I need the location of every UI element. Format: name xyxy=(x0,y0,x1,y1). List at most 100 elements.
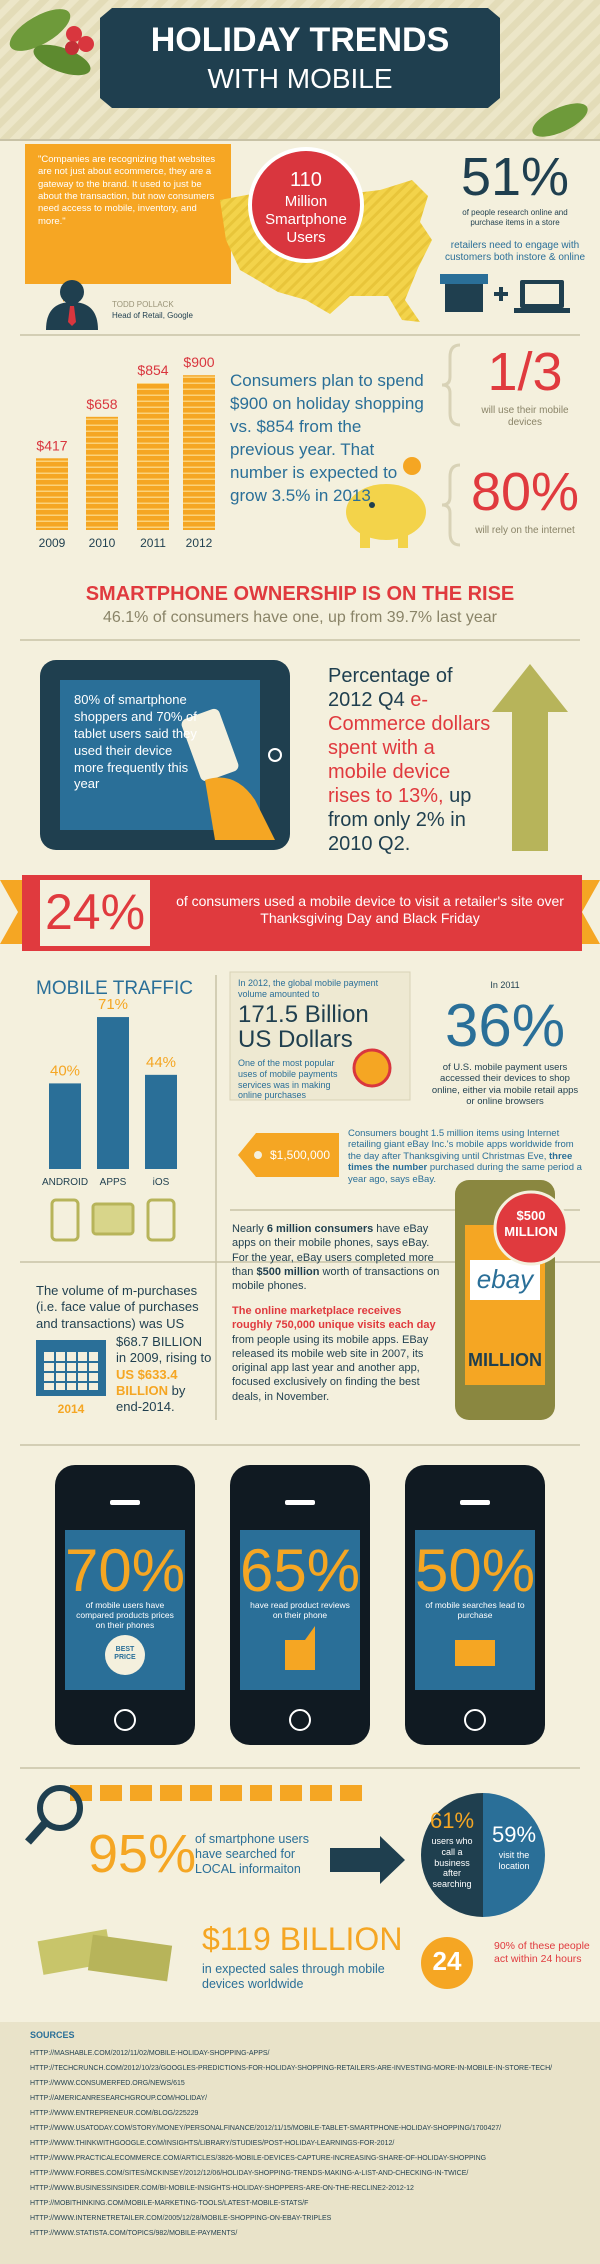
hand-phone-icon xyxy=(181,708,275,840)
ebay-logo: ebay xyxy=(476,1264,534,1294)
phone-stat: 50% xyxy=(414,1537,536,1604)
tag-text: Consumers bought 1.5 million items using… xyxy=(348,1128,583,1185)
banner-box xyxy=(40,880,150,946)
hours-text: 90% of these people act within 24 hours xyxy=(494,1940,590,1965)
money-stack-icon xyxy=(37,1929,173,1982)
ebay-phone-label: MILLION xyxy=(468,1350,542,1370)
circle-number: 110 xyxy=(290,169,322,191)
usage-stat: 36% xyxy=(444,992,566,1059)
call-stat: 61% xyxy=(429,1808,475,1833)
coin-label: $417 xyxy=(36,437,67,453)
coin-year: 2011 xyxy=(140,536,166,550)
device-icons xyxy=(50,1198,176,1242)
text-highlight: US $633.4 BILLION xyxy=(116,1366,178,1398)
text: have eBay apps on their mobile phones, s… xyxy=(232,1223,434,1278)
tag-amount: $1,500,000 xyxy=(269,1148,331,1162)
ebay-badge xyxy=(493,1190,569,1266)
sources-list: HTTP://MASHABLE.COM/2012/11/02/MOBILE-HO… xyxy=(30,2046,590,2241)
ecommerce-text: Percentage of 2012 Q4 e-Commerce dollars… xyxy=(328,664,496,856)
source-link: HTTP://WWW.USATODAY.COM/STORY/MONEY/PERS… xyxy=(30,2125,502,2132)
coin-stack xyxy=(183,375,215,530)
piggy-bank xyxy=(346,457,426,548)
arrow xyxy=(330,1836,405,1884)
subtitle: WITH MOBILE xyxy=(207,63,393,94)
traffic-name: ANDROID xyxy=(42,1177,88,1188)
traffic-bar xyxy=(97,1017,129,1169)
person-role: Head of Retail, Google xyxy=(112,311,193,320)
coin-stack xyxy=(36,458,68,530)
source-link: HTTP://WWW.PRACTICALECOMMERCE.COM/ARTICL… xyxy=(30,2155,487,2162)
source-link: HTTP://WWW.STATISTA.COM/TOPICS/982/MOBIL… xyxy=(30,2230,238,2237)
hours-circle xyxy=(417,1933,477,1993)
magnifier xyxy=(25,1785,83,1845)
store-laptop-icons xyxy=(440,274,570,313)
coin-year: 2012 xyxy=(186,536,213,550)
ebay-text-1: Nearly 6 million consumers have eBay app… xyxy=(232,1222,442,1293)
local-text: of smartphone users have searched for LO… xyxy=(195,1832,309,1876)
third: 1/3 xyxy=(487,342,563,402)
coin-stack xyxy=(137,383,169,530)
source-link: HTTP://WWW.CONSUMERFED.ORG/NEWS/615 xyxy=(30,2080,185,2087)
usage-year: In 2011 xyxy=(490,980,520,990)
call-half xyxy=(421,1793,483,1917)
visit-text: visit the location xyxy=(498,1850,530,1871)
source-link: HTTP://WWW.THINKWITHGOOGLE.COM/INSIGHTS/… xyxy=(30,2140,395,2147)
traffic-label: 44% xyxy=(146,1054,176,1071)
source-link: HTTP://WWW.BUSINESSINSIDER.COM/BI-MOBILE… xyxy=(30,2185,414,2192)
hours: 24 xyxy=(432,1946,462,1976)
traffic-label: 40% xyxy=(50,1062,80,1079)
ownership-text: 46.1% of consumers have one, up from 39.… xyxy=(103,609,497,626)
source-link: HTTP://AMERICANRESEARCHGROUP.COM/HOLIDAY… xyxy=(30,2095,208,2102)
text: by end-2014. xyxy=(116,1382,186,1414)
visit-stat: 59% xyxy=(491,1822,537,1847)
best-price-text: BEST PRICE xyxy=(114,1646,136,1662)
source-link: HTTP://WWW.ENTREPRENEUR.COM/BLOG/225229 xyxy=(30,2110,199,2117)
source-link: HTTP://TECHCRUNCH.COM/2012/10/23/GOOGLES… xyxy=(30,2065,553,2072)
tag-hole xyxy=(254,1151,262,1159)
calendar-icon xyxy=(36,1340,106,1396)
text-bold: three times the number xyxy=(348,1150,573,1174)
calendar-year: 2014 xyxy=(57,1402,85,1416)
phone-text: have read product reviews on their phone xyxy=(250,1600,350,1621)
users-circle xyxy=(248,147,364,263)
coin-label: $854 xyxy=(137,362,168,378)
ebay-logo-bg xyxy=(470,1260,540,1300)
traffic-label: 71% xyxy=(98,996,128,1013)
traffic-name: iOS xyxy=(153,1177,170,1188)
phone-stat: 70% xyxy=(64,1537,186,1604)
purchases-text: The volume of m-purchases (i.e. face val… xyxy=(36,1283,199,1331)
ebay-badge-text: $500 MILLION xyxy=(504,1208,558,1239)
local-stat: 95% xyxy=(88,1824,197,1884)
title-banner xyxy=(100,8,500,108)
title: HOLIDAY TRENDS xyxy=(150,21,450,59)
traffic-name: APPS xyxy=(100,1177,127,1188)
circle-text: Million Smartphone Users xyxy=(265,193,347,246)
call-text: users who call a business after searchin… xyxy=(431,1836,473,1890)
usage-text: of U.S. mobile payment users accessed th… xyxy=(431,1062,579,1108)
quote-bubble xyxy=(25,144,231,302)
text: Nearly xyxy=(232,1223,264,1235)
ebay-text-2: The online marketplace receives roughly … xyxy=(232,1304,442,1404)
sources-title: SOURCES xyxy=(30,2030,75,2040)
tablet-screen-text: 80% of smartphone shoppers and 70% of ta… xyxy=(74,692,197,792)
coin-label: $900 xyxy=(183,354,214,370)
text: up from only 2% in 2010 Q2. xyxy=(328,785,472,855)
text: worth of transactions on mobile phones. xyxy=(232,1265,440,1293)
bracket xyxy=(441,463,461,547)
phone-text: of mobile searches lead to purchase xyxy=(425,1600,525,1621)
text: Consumers bought 1.5 million items using… xyxy=(348,1128,574,1162)
stat-51-text: of people research online and purchase i… xyxy=(462,208,568,227)
coin-label: $658 xyxy=(86,396,117,412)
text-highlight: The online marketplace receives roughly … xyxy=(232,1305,436,1332)
banner-number: 24% xyxy=(44,884,146,940)
spending-text: Consumers plan to spend $900 on holiday … xyxy=(230,371,424,505)
stat-51: 51% xyxy=(460,147,570,207)
traffic-title: MOBILE TRAFFIC xyxy=(36,978,193,999)
source-link: HTTP://WWW.INTERNETRETAILER.COM/2005/12/… xyxy=(30,2215,332,2222)
sales-amount: $119 BILLION xyxy=(202,1921,403,1957)
source-link: HTTP://MASHABLE.COM/2012/11/02/MOBILE-HO… xyxy=(30,2050,270,2057)
thumbs-icon xyxy=(285,1626,315,1670)
phone-text: of mobile users have compared products p… xyxy=(76,1600,174,1631)
coin-stack xyxy=(86,416,118,530)
